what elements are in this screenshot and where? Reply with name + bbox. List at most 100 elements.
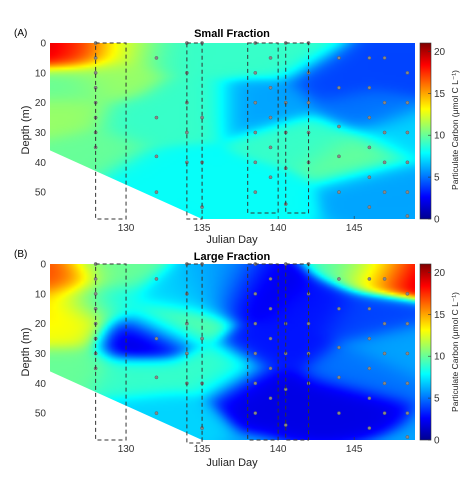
sample-point [367,306,372,311]
colorbar-gradient [419,263,432,441]
sample-point [268,85,273,90]
colorbar-tick-label: 10 [434,131,446,142]
sample-point [367,56,372,60]
panel-a: (A) Small Fraction 130 135 140 145 0 10 20 30 40… [14,28,460,246]
sample-point [268,306,273,311]
y-tick-label: 0 [40,39,46,50]
sample-point [405,411,410,415]
sample-point [337,277,341,281]
sample-point [382,190,387,194]
sample-point [306,321,311,326]
y-tick-label: 50 [35,188,47,199]
sample-point [337,56,341,60]
highlight-box [186,42,203,220]
highlight-box [95,263,127,441]
sample-point [253,351,258,356]
sample-point [405,292,410,296]
sample-point [367,366,372,371]
sample-point [268,145,273,150]
sample-point [154,115,159,120]
x-tick-label: 130 [118,444,135,455]
panel-b-title: Large Fraction [194,251,271,263]
sample-point [337,345,341,350]
colorbar-gradient [419,42,432,220]
sample-point [253,411,258,415]
sample-point [382,381,387,386]
sample-point [405,100,410,105]
sample-point [382,411,387,415]
x-tick-label: 145 [346,223,363,234]
highlight-box [285,263,310,441]
x-tick-label: 140 [270,223,287,234]
sample-point [367,426,372,430]
y-tick-label: 0 [40,260,46,271]
sample-point [268,277,273,281]
sample-point [253,160,258,165]
highlight-box [247,42,279,214]
panel-b-colorbar: 0 5 10 15 20 [419,263,446,447]
sample-point [405,214,410,218]
sample-point [367,336,372,341]
highlight-box [186,263,203,444]
sample-point [337,306,341,311]
y-tick-label: 20 [35,98,47,109]
colorbar-tick-label: 15 [434,89,446,100]
y-tick-label: 50 [35,409,47,420]
y-tick-label: 40 [35,158,47,169]
sample-point [283,423,288,427]
y-tick-label: 10 [35,289,47,300]
panel-b-xlabel: Julian Day [206,457,258,469]
panel-b-ylabel: Depth (m) [20,328,32,377]
highlight-box [285,42,310,214]
x-tick-label: 135 [194,223,211,234]
sample-point [382,351,387,356]
x-tick-label: 145 [346,444,363,455]
heatmap-field [50,43,415,219]
sample-point [405,190,410,194]
panel-a-label: (A) [14,28,27,39]
sample-point [382,100,387,105]
colorbar-tick-label: 5 [434,173,440,184]
sample-point [268,175,273,180]
x-tick-label: 140 [270,444,287,455]
sample-point [367,277,372,281]
sample-point [367,205,372,209]
panel-b-colorbar-label: Particulate Carbon (μmol C L⁻¹) [450,292,460,412]
sample-point [367,175,372,180]
sample-point [405,71,410,75]
colorbar-tick-label: 0 [434,215,440,226]
sample-point [337,85,341,90]
y-tick-label: 10 [35,68,47,79]
sample-point [337,375,341,380]
sample-point [306,100,311,105]
sample-point [367,396,372,401]
sample-point [367,145,372,150]
sample-point [253,190,258,194]
sample-point [382,160,387,165]
colorbar-tick-label: 20 [434,268,446,279]
sample-point [268,336,273,341]
colorbar-tick-label: 10 [434,352,446,363]
panel-a-colorbar: 0 5 10 15 20 [419,42,446,226]
sample-point [337,411,341,415]
sample-point [253,292,258,296]
panel-a-colorbar-label: Particulate Carbon (μmol C L⁻¹) [450,70,460,190]
sample-point [367,85,372,90]
sample-point [253,381,258,386]
x-tick-label: 130 [118,223,135,234]
sample-point [253,321,258,326]
sample-point [382,321,387,326]
panel-a-ylabel: Depth (m) [20,106,32,155]
y-tick-label: 30 [35,128,47,139]
sample-point [382,277,387,281]
highlight-box [95,42,127,220]
panel-b: (B) Large Fraction 130 135 140 145 0 10 20 30 40… [14,249,460,469]
highlight-box [247,263,279,441]
sample-point [154,336,159,341]
sample-point [367,115,372,120]
sample-point [200,336,204,341]
colorbar-tick-label: 20 [434,47,446,58]
sample-point [200,115,204,120]
sample-point [405,381,410,386]
